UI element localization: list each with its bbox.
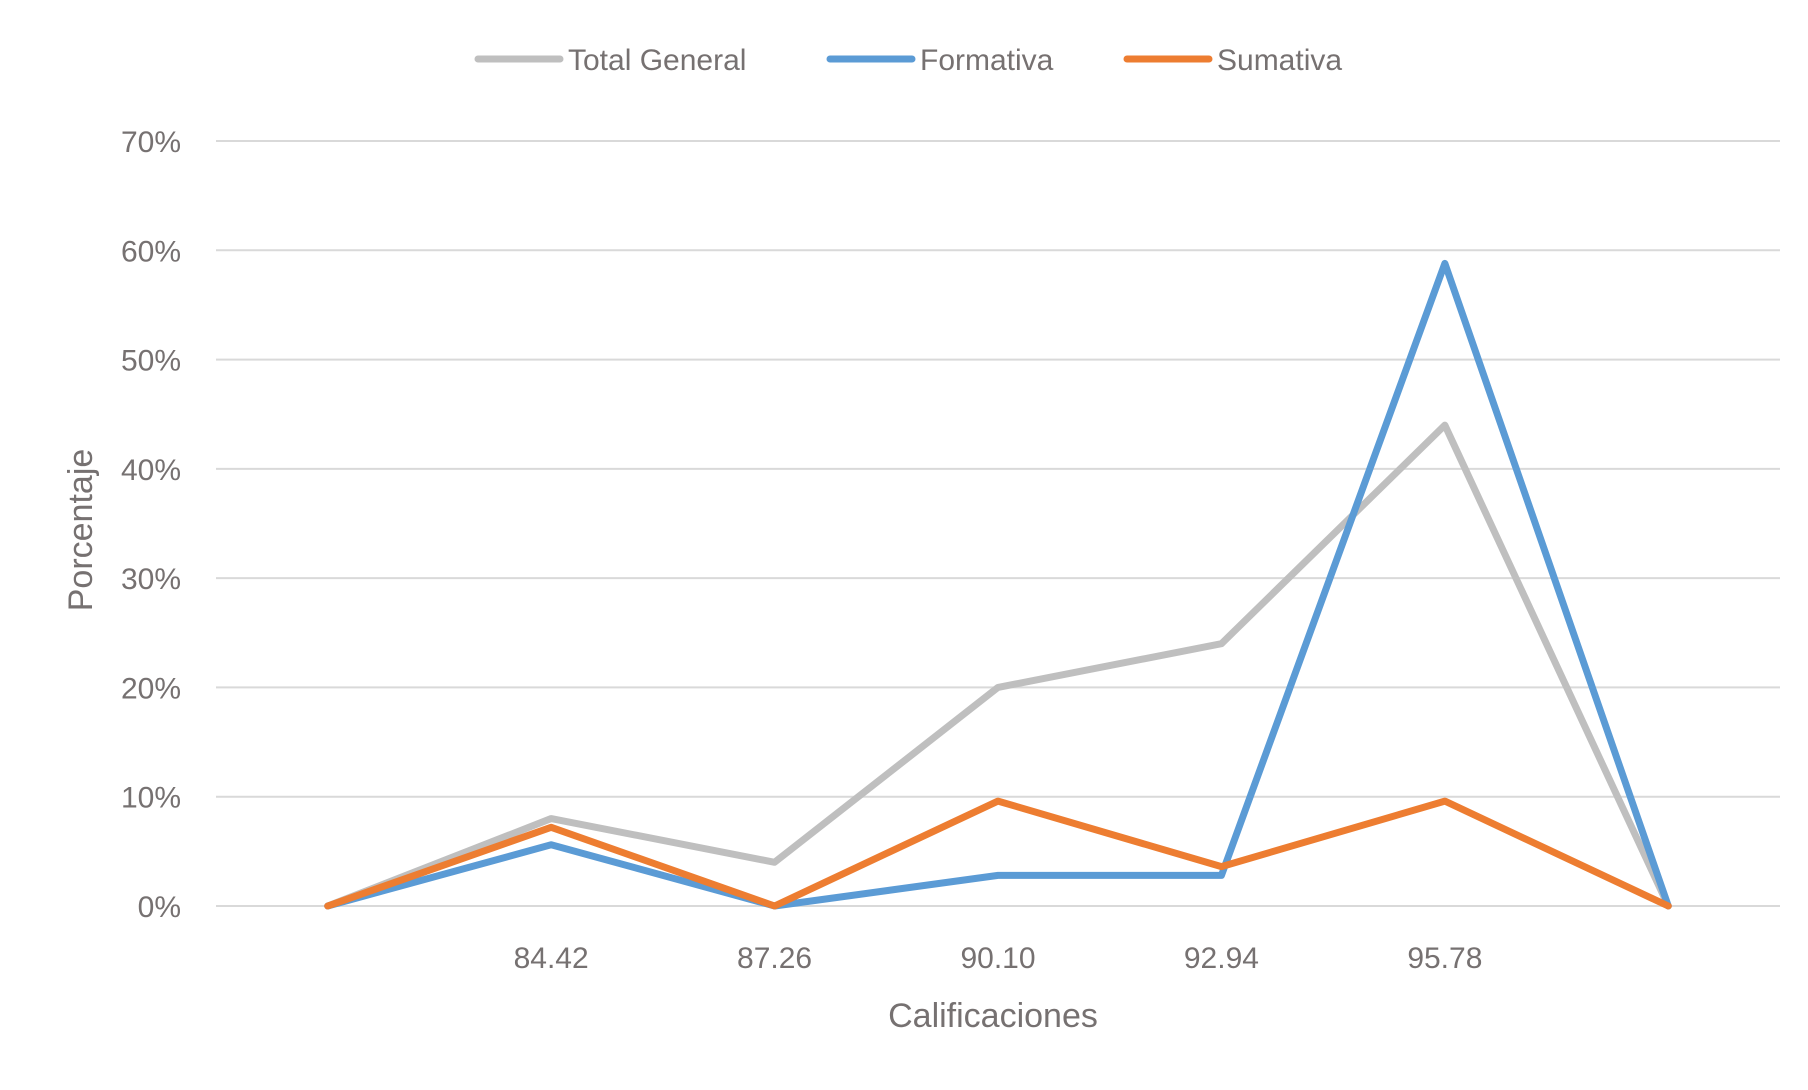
x-tick-label: 84.42 (514, 942, 589, 975)
series-line-formativa (324, 259, 1672, 910)
y-tick-label: 70% (121, 126, 181, 159)
legend-label-formativa: Formativa (920, 44, 1054, 77)
y-axis-title: Porcentaje (62, 449, 100, 612)
x-tick-label: 90.10 (960, 942, 1035, 975)
y-tick-label: 60% (121, 235, 181, 268)
y-tick-label: 40% (121, 454, 181, 487)
y-tick-label: 50% (121, 345, 181, 378)
legend-label-total-general: Total General (568, 44, 746, 77)
legend-label-sumativa: Sumativa (1217, 44, 1342, 77)
y-tick-label: 10% (121, 782, 181, 815)
y-tick-label: 30% (121, 563, 181, 596)
y-tick-label: 0% (138, 891, 181, 924)
y-axis-tick-labels: 0% 10% 20% 30% 40% 50% 60% 70% (121, 126, 181, 924)
x-axis-tick-labels: 84.42 87.26 90.10 92.94 95.78 (514, 942, 1483, 975)
legend: Total General Formativa Sumativa (474, 44, 1342, 77)
x-tick-label: 95.78 (1407, 942, 1482, 975)
series-lines (324, 259, 1672, 910)
series-line-sumativa (324, 797, 1672, 910)
series-line-total-general (324, 421, 1672, 910)
y-tick-label: 20% (121, 672, 181, 705)
x-tick-label: 87.26 (737, 942, 812, 975)
x-tick-label: 92.94 (1184, 942, 1259, 975)
x-axis-title: Calificaciones (888, 997, 1098, 1035)
gridlines (216, 140, 1780, 907)
